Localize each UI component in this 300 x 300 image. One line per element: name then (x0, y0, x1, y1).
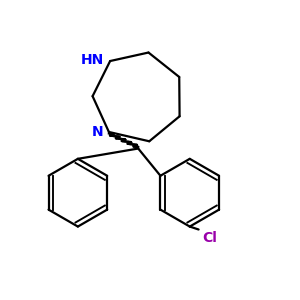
Text: HN: HN (81, 52, 104, 67)
Text: Cl: Cl (202, 231, 217, 245)
Text: N: N (92, 125, 103, 139)
